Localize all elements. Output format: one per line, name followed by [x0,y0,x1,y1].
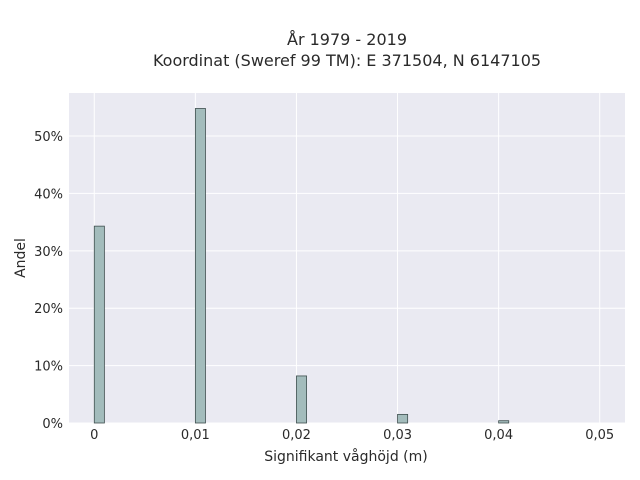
histogram-bar [194,108,206,424]
x-tick-label: 0 [90,428,98,443]
y-tick-label: 10% [34,360,63,375]
histogram-bar [397,413,409,424]
y-tick-label: 30% [34,245,63,260]
y-axis-label: Andel [13,238,29,278]
y-tick-label: 20% [34,302,63,317]
y-tick-label: 50% [34,130,63,145]
x-axis-ticks: 0 0,01 0,02 0,03 0,04 0,05 [90,428,614,443]
y-tick-label: 40% [34,187,63,202]
x-tick-label: 0,02 [282,428,311,443]
grid-lines [69,93,625,424]
x-tick-label: 0,04 [484,428,513,443]
x-tick-label: 0,01 [181,428,210,443]
histogram-bar [296,375,307,424]
chart-title-line2: Koordinat (Sweref 99 TM): E 371504, N 61… [153,51,541,70]
histogram-bar [498,420,510,424]
histogram-bar [93,225,105,424]
x-tick-label: 0,05 [585,428,614,443]
y-axis-ticks: 0% 10% 20% 30% 40% 50% [34,130,63,432]
x-axis-label: Signifikant våghöjd (m) [264,448,427,465]
chart-title-line1: År 1979 - 2019 [287,30,407,49]
x-tick-label: 0,03 [383,428,412,443]
plot-area [69,93,625,423]
bars [93,108,510,424]
y-tick-label: 0% [42,417,63,432]
